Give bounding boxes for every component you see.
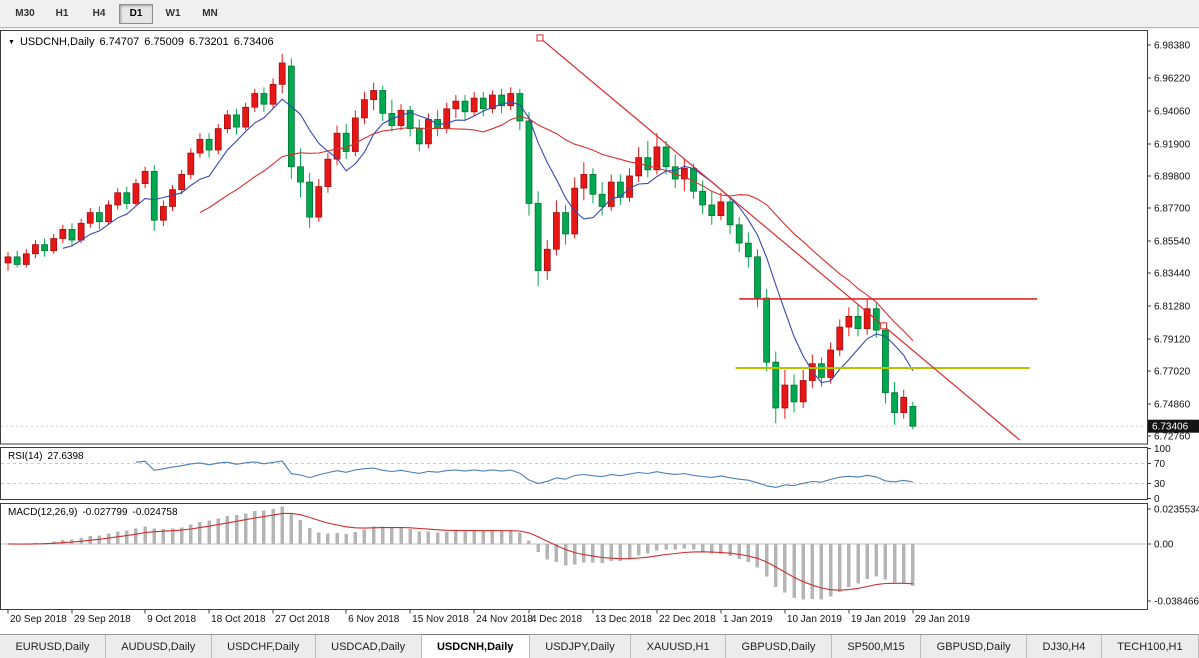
main-pane: [0, 30, 1148, 445]
rsi-line: [135, 460, 913, 488]
tab-9-gbpusd-daily[interactable]: GBPUSD,Daily: [921, 635, 1028, 658]
tab-1-audusd-daily[interactable]: AUDUSD,Daily: [106, 635, 212, 658]
svg-text:29 Jan 2019: 29 Jan 2019: [915, 614, 970, 625]
svg-text:4 Dec 2018: 4 Dec 2018: [531, 614, 583, 625]
svg-text:13 Dec 2018: 13 Dec 2018: [595, 614, 652, 625]
tab-10-dj30-h4[interactable]: DJ30,H4: [1027, 635, 1102, 658]
tab-0-eurusd-daily[interactable]: EURUSD,Daily: [0, 635, 106, 658]
svg-text:19 Jan 2019: 19 Jan 2019: [851, 614, 906, 625]
svg-text:10 Jan 2019: 10 Jan 2019: [787, 614, 842, 625]
timeframe-button-m30[interactable]: M30: [15, 7, 35, 19]
svg-text:0: 0: [1154, 494, 1160, 505]
svg-text:6.73406: 6.73406: [1152, 422, 1189, 433]
svg-text:6.77020: 6.77020: [1154, 367, 1191, 378]
svg-text:15 Nov 2018: 15 Nov 2018: [412, 614, 469, 625]
chart-area: 6.98380 6.96220 6.94060 6.91900 6.89800 6.877…: [0, 29, 1199, 634]
svg-text:0.00: 0.00: [1154, 539, 1174, 550]
svg-text:6.91900: 6.91900: [1154, 139, 1191, 150]
rsi-pane: [0, 447, 1148, 500]
svg-text:100: 100: [1154, 444, 1171, 455]
ma-slow-line: [199, 116, 914, 341]
svg-text:22 Dec 2018: 22 Dec 2018: [659, 614, 716, 625]
tab-6-xauusd-h1[interactable]: XAUUSD,H1: [631, 635, 727, 658]
svg-text:6.98380: 6.98380: [1154, 40, 1191, 51]
svg-text:1 Jan 2019: 1 Jan 2019: [723, 614, 773, 625]
tab-5-usdjpy-daily[interactable]: USDJPY,Daily: [530, 635, 632, 658]
svg-text:6.74860: 6.74860: [1154, 400, 1191, 411]
svg-text:20 Sep 2018: 20 Sep 2018: [10, 614, 67, 625]
tab-2-usdchf-daily[interactable]: USDCHF,Daily: [212, 635, 316, 658]
tab-7-gbpusd-daily[interactable]: GBPUSD,Daily: [726, 635, 832, 658]
svg-text:0.0235534: 0.0235534: [1154, 505, 1199, 516]
tab-11-tech100-h1[interactable]: TECH100,H1: [1102, 635, 1199, 658]
svg-text:6.85540: 6.85540: [1154, 236, 1191, 247]
current-price-badge: [1148, 419, 1199, 433]
svg-text:27 Oct 2018: 27 Oct 2018: [275, 614, 330, 625]
timeframe-button-w1[interactable]: W1: [165, 7, 181, 19]
ma-fast-line: [62, 98, 914, 384]
svg-text:24 Nov 2018: 24 Nov 2018: [476, 614, 533, 625]
svg-text:6.79120: 6.79120: [1154, 334, 1191, 345]
macd-signal-line: [7, 512, 913, 591]
timeframe-toolbar: M30 H1 H4 D1 W1 MN: [0, 0, 1199, 28]
tab-4-usdcnh-daily[interactable]: USDCNH,Daily: [421, 634, 530, 658]
svg-text:6 Nov 2018: 6 Nov 2018: [348, 614, 400, 625]
svg-text:70: 70: [1154, 459, 1166, 470]
tab-3-usdcad-daily[interactable]: USDCAD,Daily: [316, 635, 422, 658]
timeframe-button-d1[interactable]: D1: [119, 3, 153, 24]
candles: [4, 53, 917, 430]
svg-text:6.89800: 6.89800: [1154, 171, 1191, 182]
timeframe-button-h4[interactable]: H4: [92, 7, 106, 19]
svg-text:18 Oct 2018: 18 Oct 2018: [211, 614, 266, 625]
timeframe-button-h1[interactable]: H1: [55, 7, 69, 19]
svg-text:6.72760: 6.72760: [1154, 432, 1191, 443]
svg-text:9 Oct 2018: 9 Oct 2018: [147, 614, 196, 625]
price-chart[interactable]: 6.98380 6.96220 6.94060 6.91900 6.89800 6.877…: [0, 29, 1199, 634]
symbol-tabbar: EURUSD,Daily AUDUSD,Daily USDCHF,Daily USDC…: [0, 634, 1199, 658]
trendline-anchor[interactable]: [536, 34, 544, 42]
trendline[interactable]: [539, 37, 1021, 441]
tab-8-sp500-m15[interactable]: SP500,M15: [832, 635, 922, 658]
svg-text:-0.0384660: -0.0384660: [1154, 597, 1199, 608]
svg-text:6.94060: 6.94060: [1154, 106, 1191, 117]
timeframe-button-mn[interactable]: MN: [202, 7, 218, 19]
trendline-anchor[interactable]: [880, 322, 888, 330]
svg-text:6.81280: 6.81280: [1154, 302, 1191, 313]
svg-text:30: 30: [1154, 479, 1166, 490]
svg-text:6.96220: 6.96220: [1154, 73, 1191, 84]
svg-text:6.87700: 6.87700: [1154, 203, 1191, 214]
svg-text:6.83440: 6.83440: [1154, 269, 1191, 280]
svg-text:29 Sep 2018: 29 Sep 2018: [74, 614, 131, 625]
